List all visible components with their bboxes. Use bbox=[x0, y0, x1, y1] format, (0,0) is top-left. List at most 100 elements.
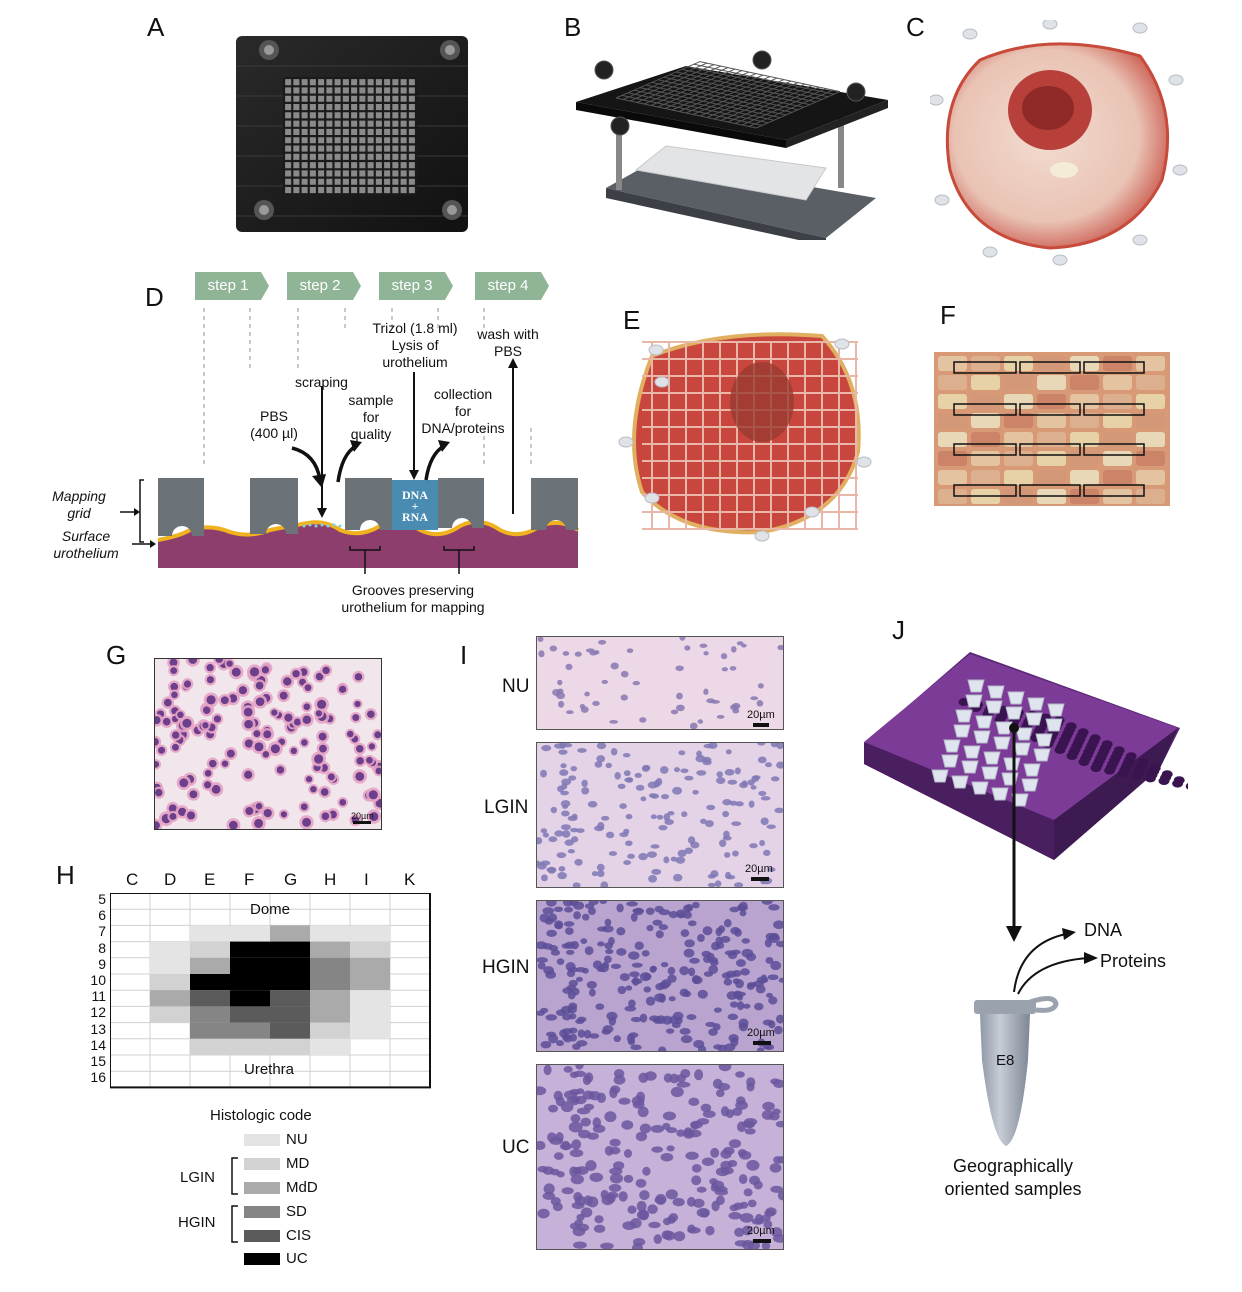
histology-hgin: 20µm bbox=[536, 900, 784, 1052]
panel-letter-j: J bbox=[892, 615, 905, 645]
step-4-label: step 4 bbox=[487, 277, 529, 294]
dna-label: DNA bbox=[1084, 920, 1123, 940]
samples-caption: Geographically oriented samples bbox=[944, 1156, 1082, 1199]
heatmap-cell bbox=[150, 957, 190, 974]
scale-bar-uc: 20µm bbox=[747, 1225, 775, 1243]
row-label-14: 14 bbox=[90, 1036, 106, 1053]
heatmap-cell bbox=[270, 957, 310, 974]
step-4-box: step 4 bbox=[475, 272, 549, 300]
legend-label-nu: NU bbox=[286, 1131, 308, 1148]
legend-brackets bbox=[231, 1157, 238, 1243]
heatmap-cell bbox=[310, 941, 350, 958]
row-label-13: 13 bbox=[90, 1020, 106, 1037]
heatmap-cell bbox=[350, 925, 390, 942]
legend-label-sd: SD bbox=[286, 1203, 307, 1220]
heatmap-cell bbox=[230, 1038, 270, 1055]
label-nu: NU bbox=[502, 676, 530, 697]
panel-letter-f: F bbox=[940, 300, 956, 330]
step-1-label: step 1 bbox=[207, 277, 249, 294]
column-label-g: G bbox=[284, 870, 298, 889]
heatmap-cell bbox=[190, 1038, 230, 1055]
panel-letter-b: B bbox=[564, 12, 582, 42]
sample-tube-icon bbox=[974, 996, 1059, 1146]
heatmap-cell bbox=[230, 974, 270, 991]
label-hgin: HGIN bbox=[482, 957, 530, 978]
legend-label-uc: UC bbox=[286, 1250, 308, 1267]
tube-label: E8 bbox=[996, 1052, 1015, 1069]
collection-label: collection for DNA/proteins bbox=[421, 386, 505, 436]
row-label-5: 5 bbox=[98, 891, 106, 907]
heatmap-cell bbox=[190, 941, 230, 958]
legend-swatch-md bbox=[244, 1158, 280, 1170]
legend-swatch-mdd bbox=[244, 1182, 280, 1194]
column-label-h: H bbox=[324, 870, 337, 889]
heatmap-cell bbox=[270, 990, 310, 1007]
panel-letter-e: E bbox=[623, 305, 641, 335]
row-label-8: 8 bbox=[98, 939, 106, 956]
column-label-k: K bbox=[404, 870, 416, 889]
heatmap-cell bbox=[310, 1022, 350, 1039]
gridded-bladder-photo bbox=[612, 322, 876, 548]
heatmap-cell bbox=[270, 1038, 310, 1055]
scraping-label: scraping bbox=[295, 374, 348, 390]
step-3-label: step 3 bbox=[391, 277, 433, 294]
scale-bar-lgin: 20µm bbox=[745, 863, 773, 881]
label-lgin: LGIN bbox=[484, 797, 529, 818]
panel-letter-i: I bbox=[460, 640, 468, 670]
legend-swatch-nu bbox=[244, 1134, 280, 1146]
legend-group-hgin: HGIN bbox=[178, 1214, 216, 1231]
panel-letter-d: D bbox=[145, 282, 164, 312]
wash-label: wash with PBS bbox=[477, 326, 539, 359]
label-uc: UC bbox=[502, 1137, 530, 1158]
histology-nu: 20µm bbox=[536, 636, 784, 730]
proteins-label: Proteins bbox=[1100, 951, 1167, 971]
row-label-16: 16 bbox=[90, 1069, 106, 1086]
heatmap-cell bbox=[310, 925, 350, 942]
urethra-label: Urethra bbox=[244, 1061, 295, 1078]
heatmap-cell bbox=[350, 957, 390, 974]
legend-label-mdd: MdD bbox=[286, 1179, 318, 1196]
grooves-label: Grooves preserving urothelium for mapping bbox=[341, 582, 485, 615]
heatmap-cell bbox=[310, 990, 350, 1007]
grid-sample-zoom-photo bbox=[934, 352, 1170, 506]
panel-letter-h: H bbox=[56, 860, 75, 890]
sample-rack-illustration bbox=[858, 650, 1197, 870]
row-label-15: 15 bbox=[90, 1053, 106, 1069]
heatmap-cell bbox=[270, 974, 310, 991]
column-label-f: F bbox=[244, 870, 255, 889]
heatmap-cell bbox=[230, 925, 270, 942]
heatmap-cell bbox=[270, 1022, 310, 1039]
heatmap-cell bbox=[270, 925, 310, 942]
heatmap-cell bbox=[190, 957, 230, 974]
heatmap-cell bbox=[350, 941, 390, 958]
dna-rna-well-label: DNA + RNA bbox=[402, 488, 428, 524]
mapping-grid-label: Mapping grid bbox=[52, 488, 106, 521]
scale-bar-hgin: 20µm bbox=[747, 1027, 775, 1045]
row-label-10: 10 bbox=[90, 972, 106, 988]
heatmap-cell bbox=[350, 1006, 390, 1023]
heatmap-cell bbox=[270, 1006, 310, 1023]
heatmap-cell bbox=[150, 941, 190, 958]
row-label-12: 12 bbox=[90, 1004, 106, 1021]
heatmap-cell bbox=[150, 990, 190, 1007]
protocol-diagram: step 1 step 2 step 3 step 4 Trizol (1.8 … bbox=[40, 268, 600, 618]
column-label-c: C bbox=[126, 870, 139, 889]
heatmap-cell bbox=[310, 1038, 350, 1055]
cytology-micrograph: 20µm bbox=[154, 658, 382, 830]
legend-swatch-uc bbox=[244, 1253, 280, 1265]
legend-swatch-cis bbox=[244, 1230, 280, 1242]
dome-label: Dome bbox=[250, 901, 291, 918]
legend-label-md: MD bbox=[286, 1155, 310, 1172]
column-label-d: D bbox=[164, 870, 177, 889]
heatmap-cell bbox=[150, 1006, 190, 1023]
surface-urothelium-label: Surface urothelium bbox=[53, 528, 119, 561]
heatmap-cell bbox=[230, 1022, 270, 1039]
heatmap-cell bbox=[350, 990, 390, 1007]
panel-letter-g: G bbox=[106, 640, 127, 670]
row-label-6: 6 bbox=[98, 907, 106, 924]
heatmap-cell bbox=[230, 990, 270, 1007]
heatmap-cell bbox=[190, 925, 230, 942]
heatmap-cell bbox=[310, 974, 350, 991]
histologic-code-title: Histologic code bbox=[210, 1107, 312, 1124]
heatmap-cell bbox=[310, 957, 350, 974]
